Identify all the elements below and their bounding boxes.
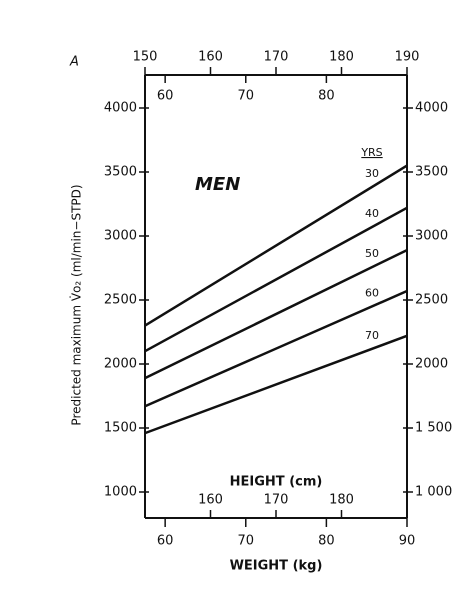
series-line bbox=[144, 334, 408, 435]
y-tick-label: 4000 bbox=[104, 101, 137, 116]
x-top-tick-label: 60 bbox=[157, 89, 174, 104]
series-label: 30 bbox=[365, 167, 379, 180]
x2-bottom-tick-label: 170 bbox=[264, 493, 289, 508]
series-label: 50 bbox=[365, 247, 379, 260]
series-label: 70 bbox=[365, 329, 379, 342]
y-tick-label: 3500 bbox=[104, 165, 137, 180]
series-line bbox=[144, 164, 408, 327]
x2-bottom-tick-label: 160 bbox=[198, 493, 223, 508]
y2-tick-label: 4000 bbox=[415, 101, 448, 116]
x2-axis-label: HEIGHT (cm) bbox=[230, 475, 323, 490]
y2-tick-label: 3000 bbox=[415, 229, 448, 244]
y2-tick-label: 3500 bbox=[415, 165, 448, 180]
series-label: 40 bbox=[365, 207, 379, 220]
y-tick-label: 1000 bbox=[104, 485, 137, 500]
y2-tick-label: 2500 bbox=[415, 293, 448, 308]
x-tick-label: 60 bbox=[157, 534, 174, 549]
y2-tick-label: 1 500 bbox=[415, 421, 452, 436]
series-line bbox=[144, 248, 408, 380]
x2-tick-label: 150 bbox=[133, 50, 158, 65]
x-top-tick-label: 70 bbox=[237, 89, 254, 104]
y2-tick-label: 1 000 bbox=[415, 485, 452, 500]
y-axis-label: Predicted maximum V̇o₂ (ml/min−STPD) bbox=[69, 184, 83, 425]
series-line bbox=[144, 206, 408, 353]
x-tick-label: 90 bbox=[399, 534, 416, 549]
y-tick-label: 2500 bbox=[104, 293, 137, 308]
x2-tick-label: 160 bbox=[198, 50, 223, 65]
panel-label: A bbox=[69, 55, 79, 70]
x-axis-label: WEIGHT (kg) bbox=[230, 559, 323, 574]
y-tick-label: 3000 bbox=[104, 229, 137, 244]
y-tick-label: 1500 bbox=[104, 421, 137, 436]
x2-tick-label: 170 bbox=[264, 50, 289, 65]
x-top-tick-label: 80 bbox=[318, 89, 335, 104]
x2-tick-label: 180 bbox=[329, 50, 354, 65]
x-tick-label: 70 bbox=[237, 534, 254, 549]
series-label: 60 bbox=[365, 286, 379, 299]
legend-title: YRS bbox=[360, 146, 382, 159]
y2-tick-label: 2000 bbox=[415, 357, 448, 372]
x2-bottom-tick-label: 180 bbox=[329, 493, 354, 508]
series-line bbox=[144, 289, 408, 408]
x2-tick-label: 190 bbox=[395, 50, 420, 65]
chart-title: MEN bbox=[195, 174, 240, 195]
x-tick-label: 80 bbox=[318, 534, 335, 549]
y-tick-label: 2000 bbox=[104, 357, 137, 372]
